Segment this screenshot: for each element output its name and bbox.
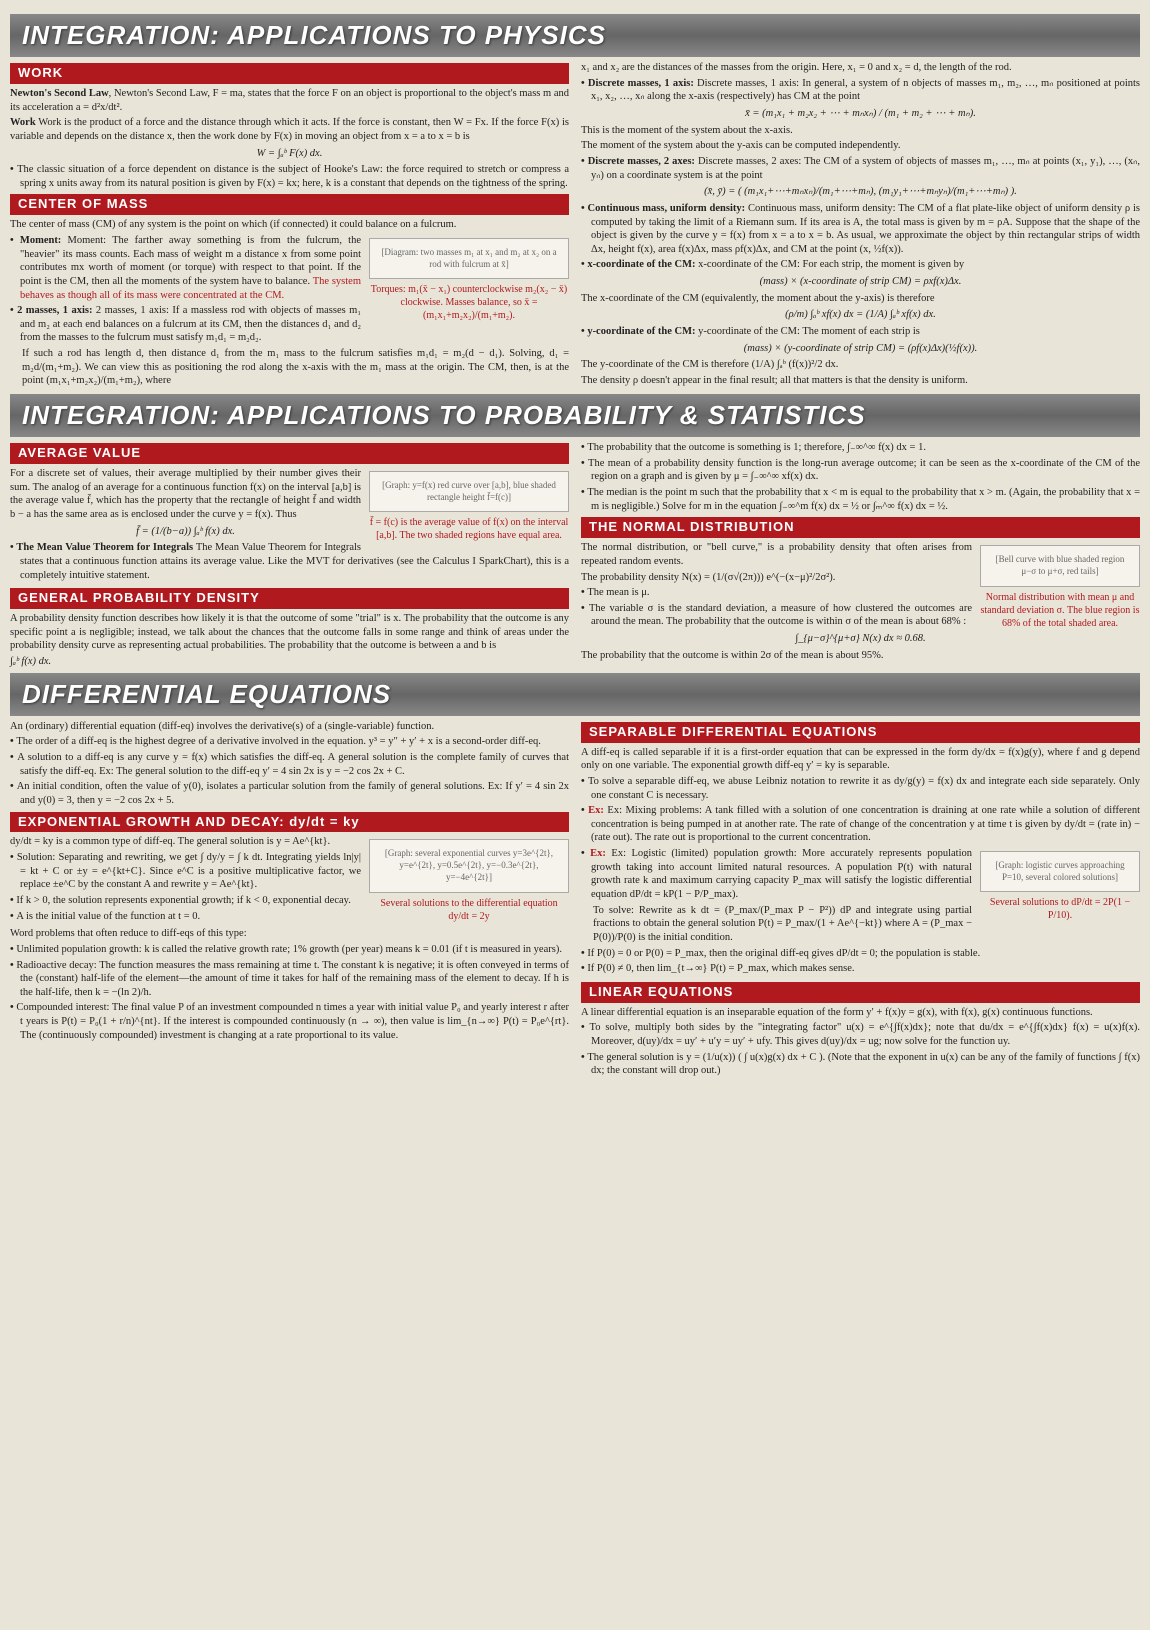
exp-growth-graph: [Graph: several exponential curves y=3e^…: [369, 839, 569, 892]
section-gpd: GENERAL PROBABILITY DENSITY: [10, 588, 569, 609]
normal-95: The probability that the outcome is with…: [581, 649, 1140, 663]
section-exp: EXPONENTIAL GROWTH AND DECAY: dy/dt = ky: [10, 812, 569, 833]
phys-r1: x₁ and x₂ are the distances of the masse…: [581, 61, 1140, 75]
mvt-integrals: The Mean Value Theorem for Integrals The…: [10, 541, 569, 582]
word-problems-intro: Word problems that often reduce to diff-…: [10, 927, 569, 941]
com-p1: The center of mass (CM) of any system is…: [10, 218, 569, 232]
x-coord-p: The x-coordinate of the CM (equivalently…: [581, 292, 1140, 306]
logistic-limit: If P(0) ≠ 0, then lim_{t→∞} P(t) = P_max…: [581, 962, 1140, 976]
discrete-2axes: Discrete masses, 2 axes: Discrete masses…: [581, 155, 1140, 182]
exp-caption: Several solutions to the differential eq…: [369, 897, 569, 923]
diffeq-initial: An initial condition, often the value of…: [10, 780, 569, 807]
bell-curve-graph: [Bell curve with blue shaded region μ−σ …: [980, 545, 1140, 586]
cm-formula-1: x̄ = (m₁x₁ + m₂x₂ + ⋯ + mₙxₙ) / (m₁ + m₂…: [581, 107, 1140, 121]
section-linear: LINEAR EQUATIONS: [581, 982, 1140, 1003]
diffeq-intro: An (ordinary) differential equation (dif…: [10, 720, 569, 734]
work-p2: Work Work is the product of a force and …: [10, 116, 569, 143]
header-diffeq: DIFFERENTIAL EQUATIONS: [10, 673, 1140, 716]
diffeq-solution: A solution to a diff-eq is any curve y =…: [10, 751, 569, 778]
section-work: WORK: [10, 63, 569, 84]
sep-mixing: Ex: Ex: Mixing problems: A tank filled w…: [581, 804, 1140, 845]
work-p1: Newton's Second Law, Newton's Second Law…: [10, 87, 569, 114]
avg-value-graph: [Graph: y=f(x) red curve over [a,b], blu…: [369, 471, 569, 512]
prob-total-1: The probability that the outcome is some…: [581, 441, 1140, 455]
y-moment-formula: (mass) × (y-coordinate of strip CM) = (ρ…: [581, 342, 1140, 356]
moment-yaxis: The moment of the system about the y-axi…: [581, 139, 1140, 153]
com-rod: If such a rod has length d, then distanc…: [10, 347, 569, 388]
section-com: CENTER OF MASS: [10, 194, 569, 215]
gpd-p1: A probability density function describes…: [10, 612, 569, 653]
logistic-graph: [Graph: logistic curves approaching P=10…: [980, 851, 1140, 892]
x-cm-formula: (ρ/m) ∫ₐᵇ xf(x) dx = (1/A) ∫ₐᵇ xf(x) dx.: [581, 308, 1140, 322]
sep-p1: A diff-eq is called separable if it is a…: [581, 746, 1140, 773]
fulcrum-diagram: [Diagram: two masses m₁ at x₁ and m₂ at …: [369, 238, 569, 279]
x-moment-formula: (mass) × (x-coordinate of strip CM) = ρx…: [581, 275, 1140, 289]
section-normal: THE NORMAL DISTRIBUTION: [581, 517, 1140, 538]
avg-caption: f̄ = f(c) is the average value of f(x) o…: [369, 516, 569, 542]
linear-p1: A linear differential equation is an ins…: [581, 1006, 1140, 1020]
continuous-mass: Continuous mass, uniform density: Contin…: [581, 202, 1140, 257]
discrete-1axis: Discrete masses, 1 axis: Discrete masses…: [581, 77, 1140, 104]
moment-xaxis: This is the moment of the system about t…: [581, 124, 1140, 138]
y-coord-p: The y-coordinate of the CM is therefore …: [581, 358, 1140, 372]
work-formula: W = ∫ₐᵇ F(x) dx.: [10, 147, 569, 161]
logistic-stable: If P(0) = 0 or P(0) = P_max, then the or…: [581, 947, 1140, 961]
section-avg: AVERAGE VALUE: [10, 443, 569, 464]
gpd-formula: ∫ₐᵇ f(x) dx.: [10, 655, 569, 669]
normal-caption: Normal distribution with mean μ and stan…: [980, 591, 1140, 630]
word-population: Unlimited population growth: k is called…: [10, 943, 569, 957]
fulcrum-caption: Torques: m₁(x̄ − x₁) counterclockwise m₂…: [369, 283, 569, 322]
prob-mean: The mean of a probability density functi…: [581, 457, 1140, 484]
logistic-caption: Several solutions to dP/dt = 2P(1 − P/10…: [980, 896, 1140, 922]
normal-68-formula: ∫_{μ−σ}^{μ+σ} N(x) dx ≈ 0.68.: [581, 632, 1140, 646]
prob-median: The median is the point m such that the …: [581, 486, 1140, 513]
word-decay: Radioactive decay: The function measures…: [10, 959, 569, 1000]
header-physics: INTEGRATION: APPLICATIONS TO PHYSICS: [10, 14, 1140, 57]
section-sep: SEPARABLE DIFFERENTIAL EQUATIONS: [581, 722, 1140, 743]
y-coord-cm: y-coordinate of the CM: y-coordinate of …: [581, 325, 1140, 339]
diffeq-order: The order of a diff-eq is the highest de…: [10, 735, 569, 749]
x-coord-cm: x-coordinate of the CM: x-coordinate of …: [581, 258, 1140, 272]
work-hooke: The classic situation of a force depende…: [10, 163, 569, 190]
density-note: The density ρ doesn't appear in the fina…: [581, 374, 1140, 388]
header-prob: INTEGRATION: APPLICATIONS TO PROBABILITY…: [10, 394, 1140, 437]
cm-formula-2: (x̄, ȳ) = ( (m₁x₁+⋯+mₙxₙ)/(m₁+⋯+mₙ), (m₁…: [581, 185, 1140, 199]
linear-solve: To solve, multiply both sides by the "in…: [581, 1021, 1140, 1048]
word-interest: Compounded interest: The final value P o…: [10, 1001, 569, 1042]
sep-solve: To solve a separable diff-eq, we abuse L…: [581, 775, 1140, 802]
linear-general: The general solution is y = (1/u(x)) ( ∫…: [581, 1051, 1140, 1078]
